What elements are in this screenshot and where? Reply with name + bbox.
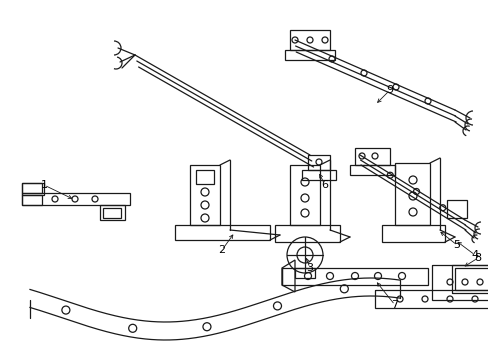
Text: 8: 8 <box>473 253 481 263</box>
Text: 9: 9 <box>386 85 393 95</box>
Bar <box>454 268 488 290</box>
Text: 5: 5 <box>452 240 460 250</box>
Bar <box>446 200 466 218</box>
Text: 7: 7 <box>390 300 398 310</box>
Bar <box>22 183 42 193</box>
Text: 4: 4 <box>470 250 478 260</box>
Bar <box>451 265 488 293</box>
Bar <box>22 183 44 195</box>
Text: 1: 1 <box>41 180 47 190</box>
Text: 3: 3 <box>306 263 313 273</box>
Text: 6: 6 <box>321 180 328 190</box>
Text: 2: 2 <box>218 245 225 255</box>
Bar <box>196 170 214 184</box>
Bar <box>103 208 121 218</box>
Bar <box>22 195 42 205</box>
